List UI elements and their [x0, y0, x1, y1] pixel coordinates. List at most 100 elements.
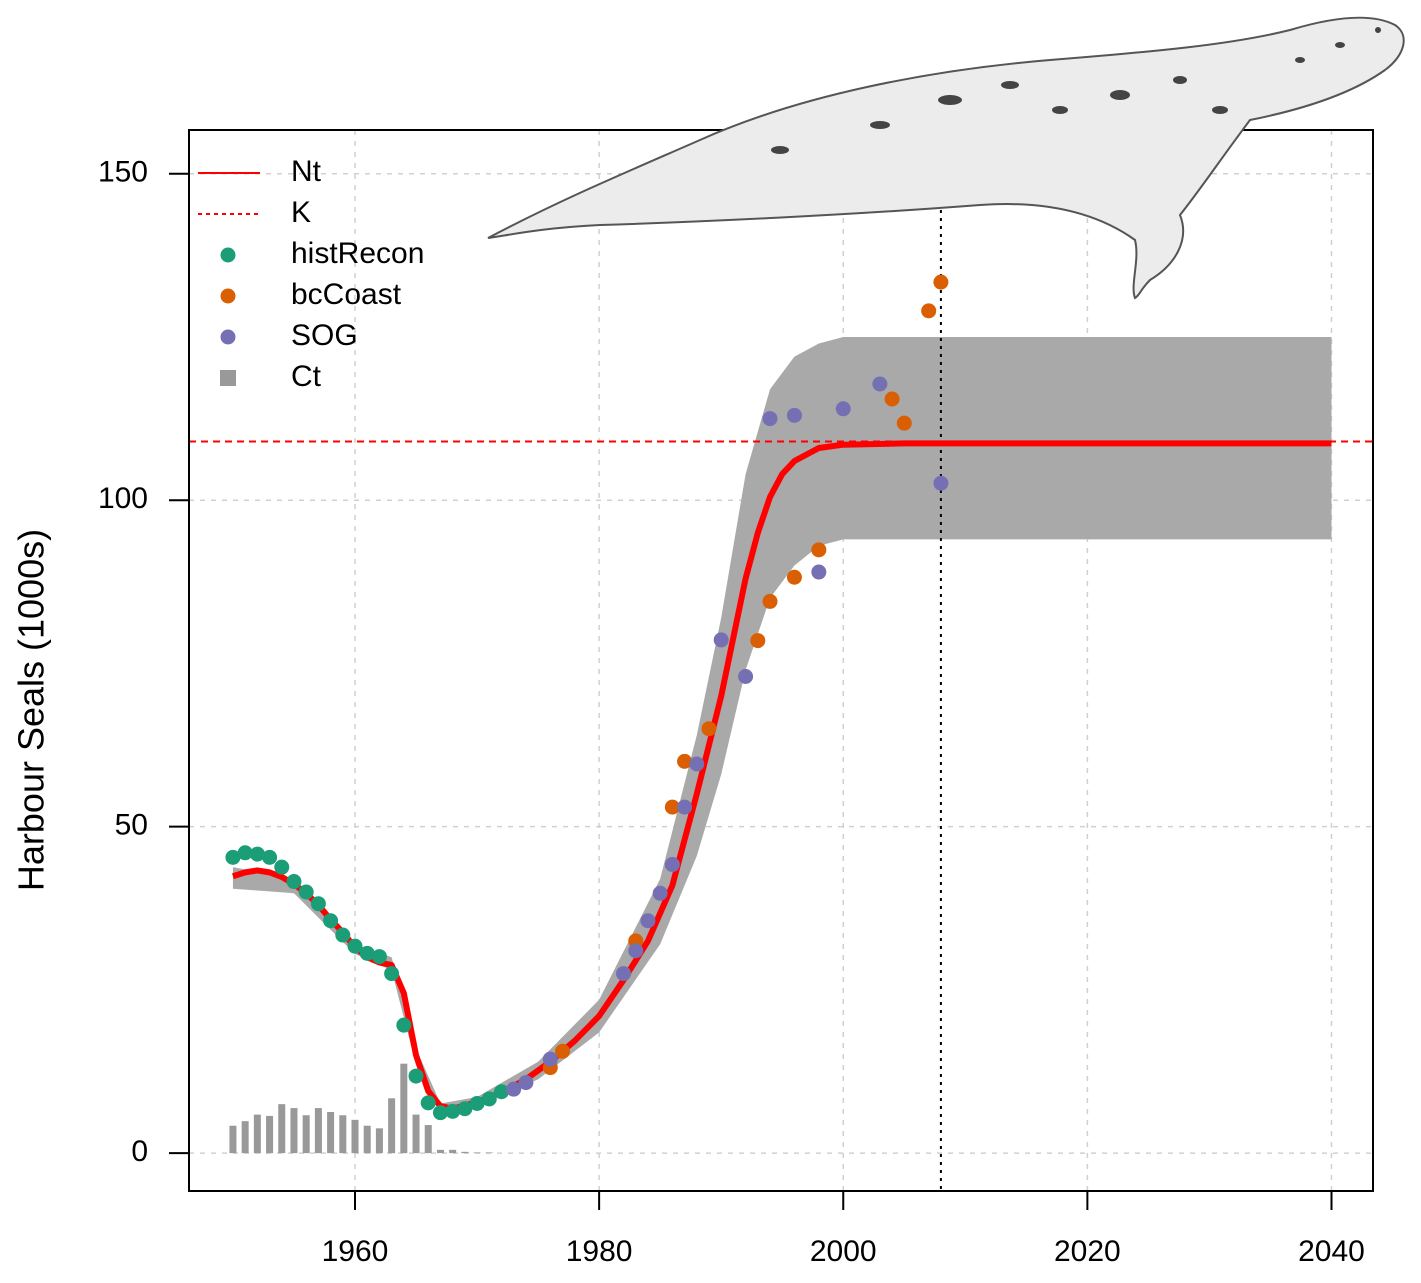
data-point	[396, 1017, 412, 1033]
data-point	[701, 721, 717, 737]
data-point	[457, 1101, 473, 1117]
seal-illustration	[487, 16, 1405, 300]
data-point	[921, 303, 937, 319]
data-point	[750, 633, 766, 649]
y-tick-label: 100	[98, 482, 148, 515]
data-point	[249, 846, 265, 862]
data-point	[298, 884, 314, 900]
data-point	[384, 966, 400, 982]
data-point	[286, 874, 302, 890]
data-point	[225, 849, 241, 865]
legend-label: Nt	[291, 155, 322, 188]
data-point	[237, 845, 253, 861]
catch-bar	[485, 1152, 493, 1154]
catch-bar	[290, 1108, 298, 1154]
data-point	[689, 756, 705, 772]
catch-bar	[266, 1115, 274, 1154]
data-point	[652, 885, 668, 901]
catch-bar	[436, 1149, 444, 1154]
data-point	[762, 593, 778, 609]
seal-body	[487, 16, 1405, 300]
uncertainty-band	[232, 336, 1332, 1111]
data-point	[481, 1091, 497, 1107]
catch-bar	[327, 1111, 335, 1154]
data-point	[896, 415, 912, 431]
data-point	[445, 1103, 461, 1119]
data-point	[933, 475, 949, 491]
data-point	[811, 542, 827, 558]
data-point	[762, 411, 778, 427]
data-point	[664, 799, 680, 815]
catch-bar	[363, 1125, 371, 1154]
data-point	[677, 753, 693, 769]
x-tick-label: 2020	[1054, 1235, 1121, 1268]
seal-spots	[771, 27, 1381, 154]
catch-bar	[461, 1151, 469, 1154]
data-point	[555, 1043, 571, 1059]
catch-bar	[241, 1121, 249, 1154]
legend-label: K	[291, 196, 311, 229]
x-tick-label: 2040	[1298, 1235, 1365, 1268]
catch-bar	[473, 1152, 481, 1154]
data-point	[713, 632, 729, 648]
data-point	[506, 1081, 522, 1097]
data-point	[542, 1051, 558, 1067]
legend-key	[220, 247, 236, 263]
data-point	[628, 943, 644, 959]
catch-bar	[253, 1114, 261, 1154]
data-point	[677, 799, 693, 815]
data-point	[262, 849, 278, 865]
data-point	[310, 896, 326, 912]
catch-bar	[412, 1114, 420, 1154]
catch-bar	[229, 1125, 237, 1154]
data-point	[872, 376, 888, 392]
catch-bar	[388, 1098, 396, 1154]
x-tick-label: 1960	[322, 1235, 389, 1268]
catch-bar	[351, 1119, 359, 1154]
catch-bar	[339, 1115, 347, 1154]
data-point	[420, 1095, 436, 1111]
y-tick-label: 150	[98, 156, 148, 189]
data-point	[835, 401, 851, 417]
data-point	[371, 949, 387, 965]
data-point	[884, 391, 900, 407]
data-point	[640, 913, 656, 929]
legend-label: SOG	[291, 319, 358, 352]
data-point	[616, 966, 632, 982]
y-axis-label: Harbour Seals (1000s)	[11, 529, 52, 891]
data-point	[408, 1068, 424, 1084]
catch-bar	[278, 1104, 286, 1154]
y-tick-label: 50	[115, 809, 148, 842]
data-point	[786, 569, 802, 585]
legend-label: histRecon	[291, 237, 424, 270]
data-point	[323, 913, 339, 929]
data-point	[469, 1096, 485, 1112]
catch-bar	[375, 1128, 383, 1154]
data-point	[493, 1084, 509, 1100]
data-point	[811, 564, 827, 580]
catch-bar	[400, 1063, 408, 1154]
data-point	[347, 938, 363, 954]
data-point	[359, 945, 375, 961]
catch-bar	[314, 1108, 322, 1154]
data-point	[335, 927, 351, 943]
catch-bar	[449, 1149, 457, 1154]
legend-label: bcCoast	[291, 278, 402, 311]
data-point	[274, 859, 290, 875]
x-tick-label: 1980	[566, 1235, 633, 1268]
legend-label: Ct	[291, 360, 322, 393]
data-point	[432, 1105, 448, 1121]
data-point	[933, 274, 949, 290]
catch-bar	[302, 1115, 310, 1154]
data-point	[518, 1075, 534, 1091]
x-tick-label: 2000	[810, 1235, 877, 1268]
data-point	[738, 668, 754, 684]
legend-key	[220, 370, 236, 386]
y-tick-label: 0	[131, 1135, 148, 1168]
legend-key	[220, 288, 236, 304]
data-point	[664, 857, 680, 873]
legend-key	[220, 329, 236, 345]
data-point	[786, 407, 802, 423]
catch-bar	[424, 1125, 432, 1154]
